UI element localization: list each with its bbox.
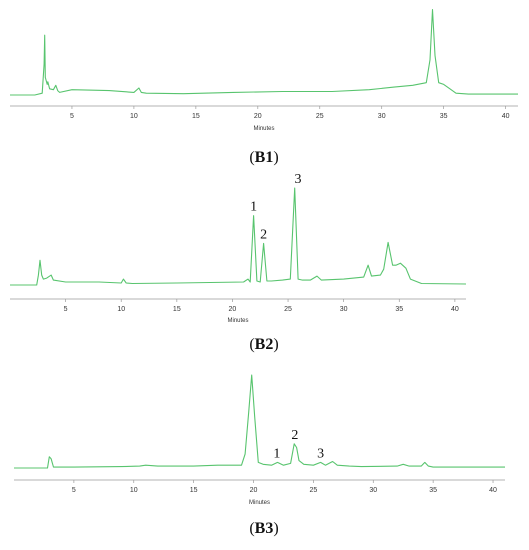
- x-tick-label: 5: [64, 306, 68, 313]
- x-tick-label: 25: [316, 113, 324, 120]
- x-tick-label: 15: [173, 306, 181, 313]
- chromatogram-trace: [14, 374, 505, 469]
- peak-label: 2: [260, 227, 267, 242]
- x-tick-label: 25: [309, 487, 317, 494]
- chart-panel-3: 5 10 15 20 25 30 35 40 Minutes 12 3 (B3): [14, 374, 505, 537]
- caption-open: (: [249, 520, 254, 537]
- panel-caption: (B2): [249, 336, 278, 353]
- x-tick-label: 5: [72, 487, 76, 494]
- caption-id: B2: [255, 336, 274, 353]
- peak-label: 3: [295, 172, 302, 187]
- peak-label: 1: [250, 200, 257, 215]
- x-tick-label: 10: [130, 113, 138, 120]
- caption-close: ): [273, 336, 278, 353]
- caption-close: ): [273, 149, 278, 166]
- x-tick-label: 10: [117, 306, 125, 313]
- x-tick-label: 15: [190, 487, 198, 494]
- x-tick-label: 25: [284, 306, 292, 313]
- caption-close: ): [273, 520, 278, 537]
- x-tick-label: 20: [229, 306, 237, 313]
- x-tick-label: 40: [451, 306, 459, 313]
- caption-open: (: [249, 149, 254, 166]
- x-tick-label: 40: [489, 487, 497, 494]
- chromatogram-trace: [10, 187, 467, 286]
- x-axis-title: Minutes: [227, 318, 248, 324]
- x-tick-label: 35: [440, 113, 448, 120]
- peak-label: 2: [291, 428, 298, 443]
- x-tick-label: 35: [395, 306, 403, 313]
- caption-open: (: [249, 336, 254, 353]
- chart-panel-2: 5 10 15 20 25 30 35 40 Minutes 12 3 (B2): [10, 172, 467, 353]
- chart-panel-1: 5 10 15 20 25 30 35 40 Minutes (B1): [10, 9, 518, 166]
- x-axis-title: Minutes: [249, 500, 270, 506]
- x-axis-title: Minutes: [253, 126, 274, 132]
- x-tick-label: 35: [429, 487, 437, 494]
- peak-label: 3: [317, 446, 324, 461]
- x-tick-label: 15: [192, 113, 200, 120]
- x-tick-label: 20: [254, 113, 262, 120]
- x-tick-label: 5: [70, 113, 74, 120]
- x-tick-label: 10: [130, 487, 138, 494]
- chromatogram-trace: [10, 9, 518, 96]
- x-tick-label: 40: [502, 113, 510, 120]
- x-tick-label: 30: [369, 487, 377, 494]
- caption-id: B3: [255, 520, 274, 537]
- x-tick-label: 30: [340, 306, 348, 313]
- panel-caption: (B3): [249, 520, 278, 537]
- x-tick-label: 30: [378, 113, 386, 120]
- peak-label: 1: [273, 446, 280, 461]
- panel-caption: (B1): [249, 149, 278, 166]
- x-tick-label: 20: [250, 487, 258, 494]
- caption-id: B1: [255, 149, 274, 166]
